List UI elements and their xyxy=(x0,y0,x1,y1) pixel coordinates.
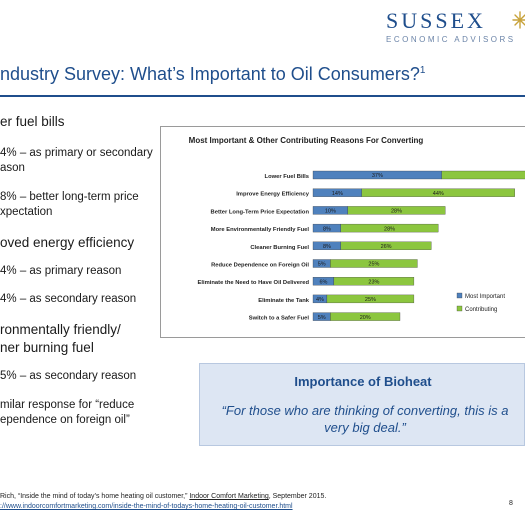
data-label: 5% xyxy=(318,262,326,268)
data-label: 28% xyxy=(391,209,402,215)
footnote-citation: Rich, “Inside the mind of today’s home h… xyxy=(0,492,326,502)
category-label: Switch to a Safer Fuel xyxy=(249,316,310,322)
data-label: 37% xyxy=(372,173,383,179)
bullet-item: 4% – as secondary reason xyxy=(0,293,137,305)
category-label: Lower Fuel Bills xyxy=(265,174,309,180)
data-label: 6% xyxy=(319,279,327,285)
star-icon xyxy=(512,11,525,29)
data-label: 44% xyxy=(433,191,444,197)
bullet-item: xpectation xyxy=(0,206,53,218)
bar-contributing xyxy=(347,206,446,215)
data-label: 8% xyxy=(323,244,331,250)
bar-contributing xyxy=(330,259,418,268)
callout-title: Importance of Bioheat xyxy=(294,374,432,389)
category-label: Better Long-Term Price Expectation xyxy=(211,209,310,215)
bar-contributing xyxy=(333,277,415,286)
data-label: 5% xyxy=(318,315,326,321)
title-divider xyxy=(0,95,525,97)
bullet-item: 8% – better long-term price xyxy=(0,191,139,203)
bullet-item: 4% – as primary or secondary xyxy=(0,147,153,159)
footnote-author: Rich, “Inside the mind of today’s home h… xyxy=(0,493,190,500)
bullet-item: ner burning fuel xyxy=(0,340,94,355)
page-number: 8 xyxy=(509,500,513,507)
bioheat-callout: Importance of Bioheat “For those who are… xyxy=(199,363,525,446)
data-label: 23% xyxy=(368,279,379,285)
bar-contributing xyxy=(326,294,415,304)
category-label: Improve Energy Efficiency xyxy=(236,192,310,198)
bullet-item: ependence on foreign oil” xyxy=(0,414,130,426)
data-label: 20% xyxy=(360,315,371,321)
callout-quote: “For those who are thinking of convertin… xyxy=(221,403,509,435)
category-label: Eliminate the Tank xyxy=(258,298,310,304)
sussex-logo: SUSSEX ECONOMIC ADVISORS xyxy=(386,8,525,48)
data-label: 25% xyxy=(368,262,379,268)
bullet-item: ronmentally friendly/ xyxy=(0,322,121,337)
page-title-text: ndustry Survey: What’s Important to Oil … xyxy=(0,64,420,84)
reasons-chart: Most Important & Other Contributing Reas… xyxy=(160,126,525,338)
bullet-item: ason xyxy=(0,162,25,174)
bar-contributing xyxy=(340,223,439,233)
data-label: 26% xyxy=(381,244,392,250)
category-label: Eliminate the Need to Have Oil Delivered xyxy=(198,280,310,286)
legend-swatch-contributing xyxy=(456,305,463,312)
source-footnote: Rich, “Inside the mind of today’s home h… xyxy=(0,492,326,512)
chart-title: Most Important & Other Contributing Reas… xyxy=(188,136,424,145)
bullet-item: 5% – as secondary reason xyxy=(0,370,137,382)
footnote-date: , September 2015. xyxy=(268,493,327,500)
category-label: Cleaner Burning Fuel xyxy=(250,245,309,251)
bar-contributing xyxy=(330,312,401,321)
legend-swatch-most-important xyxy=(456,292,463,299)
legend-label: Contributing xyxy=(465,307,497,313)
bar-contributing xyxy=(441,170,525,180)
bullet-item: milar response for “reduce xyxy=(0,399,135,411)
data-label: 28% xyxy=(384,226,395,232)
bullet-item: er fuel bills xyxy=(0,114,65,129)
legend-label: Most Important xyxy=(465,294,505,300)
bar-contributing xyxy=(340,241,432,250)
footnote-publication: Indoor Comfort Marketing xyxy=(189,493,269,500)
data-label: 10% xyxy=(325,209,336,215)
data-label: 4% xyxy=(316,297,324,303)
page-title: ndustry Survey: What’s Important to Oil … xyxy=(0,64,425,85)
bar-contributing xyxy=(361,188,515,197)
footnote-link[interactable]: ://www.indoorcomfortmarketing.com/inside… xyxy=(0,503,293,510)
data-label: 14% xyxy=(332,191,343,197)
bullet-item: 4% – as primary reason xyxy=(0,265,122,277)
data-label: 8% xyxy=(323,226,331,232)
bullet-item: oved energy efficiency xyxy=(0,235,135,250)
category-label: More Environmentally Friendly Fuel xyxy=(211,227,310,233)
category-label: Reduce Dependence on Foreign Oil xyxy=(211,263,309,269)
data-label: 25% xyxy=(365,297,376,303)
logo-tagline: ECONOMIC ADVISORS xyxy=(386,35,516,44)
logo-name: SUSSEX xyxy=(386,8,486,33)
title-footnote-mark: 1 xyxy=(419,65,426,76)
